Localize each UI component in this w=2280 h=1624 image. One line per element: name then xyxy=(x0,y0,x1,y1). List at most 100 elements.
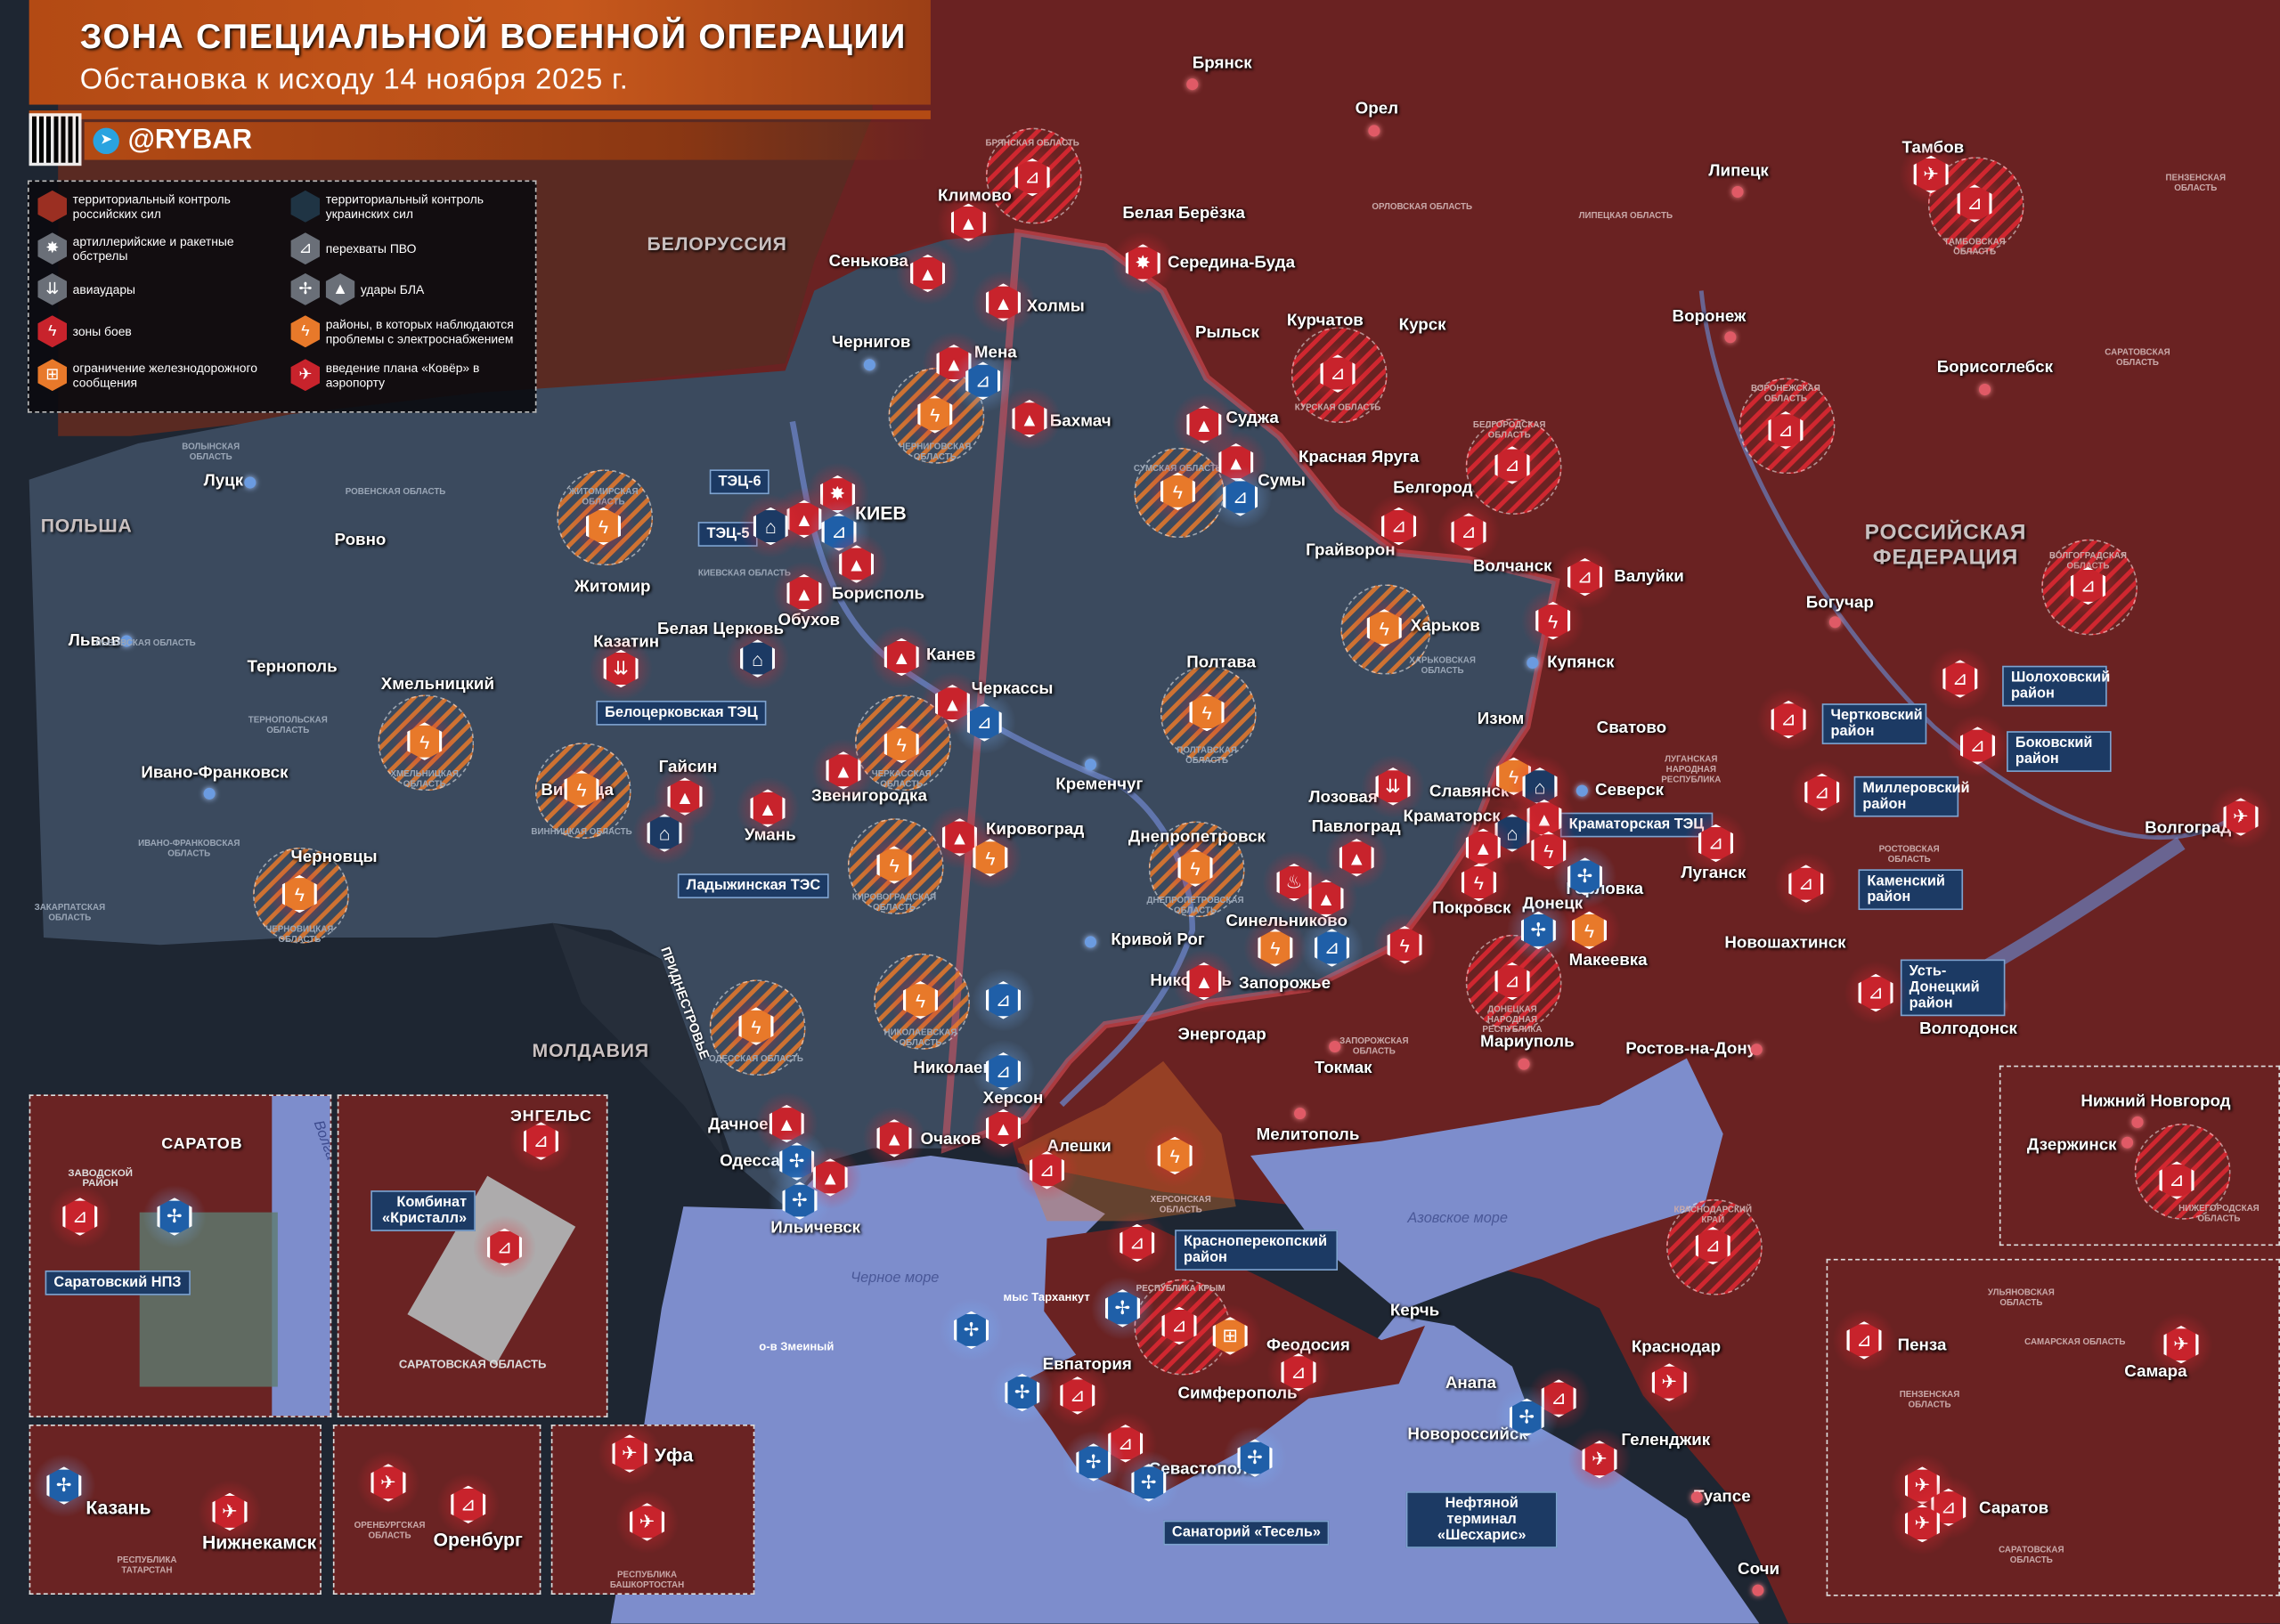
city-label: Курчатов xyxy=(1286,313,1364,330)
city-dot-icon xyxy=(1752,1584,1764,1596)
callout-label: ТЭЦ-6 xyxy=(709,469,770,495)
air-defense-launcher-icon: ⊿ xyxy=(451,1485,486,1524)
city-dot-icon xyxy=(203,787,216,800)
city-label: Черновцы xyxy=(290,849,378,867)
region-label: ОДЕССКАЯ ОБЛАСТЬ xyxy=(708,1055,803,1065)
callout-label: Красноперекопский район xyxy=(1175,1230,1339,1271)
city-label: Красная Яруга xyxy=(1298,449,1420,467)
city-label: Туапсе xyxy=(1694,1488,1751,1506)
city-label: Кременчуг xyxy=(1055,775,1144,794)
power-outage-icon: ϟ xyxy=(876,846,912,884)
city-label: Воронеж xyxy=(1672,308,1747,326)
region-label: ЛУГАНСКАЯ НАРОДНАЯ РЕСПУБЛИКА xyxy=(1661,755,1722,785)
city-label: Лозовая xyxy=(1308,789,1378,808)
airport-closed-icon: ✈ xyxy=(212,1492,248,1531)
region-label: КИЕВСКАЯ ОБЛАСТЬ xyxy=(697,569,791,579)
region-label: ЗАПОРОЖСКАЯ ОБЛАСТЬ xyxy=(1340,1037,1409,1057)
legend-item-ukrainian-control: территориальный контроль украинских сил xyxy=(290,190,539,223)
legend-item-combat-zones: ϟ зоны боев xyxy=(37,315,285,348)
city-dot-icon xyxy=(1527,656,1539,670)
region-label: РЕСПУБЛИКА КРЫМ xyxy=(1136,1285,1226,1295)
region-label: ХМЕЛЬНИЦКАЯ ОБЛАСТЬ xyxy=(390,770,459,790)
legend-item-artillery: ✸ артиллерийские и ракетные обстрелы xyxy=(37,232,285,265)
sea-label: Азовское море xyxy=(1407,1210,1508,1227)
city-label: Житомир xyxy=(574,578,651,597)
city-dot-icon xyxy=(863,359,875,371)
city-label: Орел xyxy=(1355,100,1399,118)
air-defense-launcher-icon: ⊿ xyxy=(1381,507,1417,546)
callout-label: Санаторий «Тесель» xyxy=(1163,1520,1330,1546)
region-label: ЧЕРНОВИЦКАЯ ОБЛАСТЬ xyxy=(265,925,334,946)
region-label: РЕСПУБЛИКА КРЫМ xyxy=(1136,1285,1226,1295)
region-label: РОВЕНСКАЯ ОБЛАСТЬ xyxy=(345,488,446,498)
region-label: ВОЛЫНСКАЯ ОБЛАСТЬ xyxy=(182,443,240,463)
drone-interception-icon: ✢ xyxy=(1131,1464,1167,1502)
drone-interception-icon: ✢ xyxy=(46,1466,82,1505)
city-dot-icon xyxy=(1724,331,1737,344)
legend-label: перехваты ПВО xyxy=(325,241,417,256)
city-label: Ростов-на-Дону xyxy=(1625,1040,1757,1059)
city-dot-icon xyxy=(1731,185,1744,199)
legend-item-rail-restriction: ⊞ ограничение железнодорожного сообщения xyxy=(37,359,285,392)
airport-closed-icon: ✈ xyxy=(1582,1440,1617,1479)
region-label: ДНЕПРОПЕТРОВСКАЯ ОБЛАСТЬ xyxy=(1146,897,1244,916)
air-defense-interception-icon: ⊿ xyxy=(966,703,1002,742)
lightning-icon: ϟ xyxy=(37,315,68,348)
city-label: Борисоглебск xyxy=(1936,359,2053,377)
brand-bar[interactable]: ➤ @RYBAR xyxy=(84,122,931,160)
city-label: Сенькова xyxy=(828,253,908,271)
explosion-icon: ✸ xyxy=(37,232,68,265)
country-label: БЕЛОРУССИЯ xyxy=(647,232,787,255)
city-dot-icon xyxy=(1828,616,1841,629)
lightning-icon: ϟ xyxy=(1461,863,1496,902)
power-outage-icon: ϟ xyxy=(1366,609,1402,647)
city-dot-icon xyxy=(1979,384,1991,396)
city-label: Холмы xyxy=(1026,297,1085,316)
region-label: ЗАКАРПАТСКАЯ ОБЛАСТЬ xyxy=(34,904,106,923)
region-label: КИРОВОГРАДСКАЯ ОБЛАСТЬ xyxy=(851,894,937,914)
city-dot-icon xyxy=(1329,1040,1341,1053)
city-label: Полтава xyxy=(1186,654,1257,672)
inset-district: ЗАВОДСКОЙ РАЙОН xyxy=(68,1168,133,1190)
city-label: Белая Берёзка xyxy=(1122,205,1245,223)
volga-river-area xyxy=(272,1096,330,1417)
city-dot-icon xyxy=(1576,784,1588,797)
inset-city-saratov: Саратов xyxy=(1979,1499,2049,1518)
callout-label: Миллеровский район xyxy=(1853,775,1970,817)
region-label: САРАТОВСКАЯ ОБЛАСТЬ xyxy=(2105,348,2170,369)
city-label: Хмельницкий xyxy=(380,676,494,694)
legend: территориальный контроль российских сил … xyxy=(28,180,539,413)
region-label: ХЕРСОНСКАЯ ОБЛАСТЬ xyxy=(1150,1196,1211,1215)
header-divider xyxy=(28,110,931,119)
air-defense-interception-icon: ⊿ xyxy=(1223,478,1258,516)
city-label: Геленджик xyxy=(1621,1432,1711,1449)
legend-item-power-outage: ϟ районы, в которых наблюдаются проблемы … xyxy=(290,315,539,348)
air-defense-launcher-icon: ⊿ xyxy=(290,232,321,265)
region-label: ЧЕРНИГОВСКАЯ ОБЛАСТЬ xyxy=(899,443,972,463)
drone-icon: ▲ xyxy=(826,751,861,790)
city-dot-icon xyxy=(1186,78,1199,91)
ukrainian-control-hex-icon xyxy=(290,190,321,223)
city-label: Волгодонск xyxy=(1919,1020,2017,1038)
legend-label: введение плана «Ковёр» в аэропорту xyxy=(325,360,480,390)
city-label: Мелитополь xyxy=(1256,1126,1360,1144)
region-label: ВИННИЦКАЯ ОБЛАСТЬ xyxy=(531,828,632,838)
drone-icon: ▲ xyxy=(910,254,946,293)
city-label: Грайворон xyxy=(1306,541,1396,560)
drone-icon: ▲ xyxy=(325,272,355,305)
region-label: ЛИПЕЦКАЯ ОБЛАСТЬ xyxy=(1578,212,1673,222)
qr-code-icon[interactable] xyxy=(28,113,82,166)
region-label: ХАРЬКОВСКАЯ ОБЛАСТЬ xyxy=(1409,656,1476,677)
air-defense-interception-icon: ⊿ xyxy=(985,981,1022,1019)
power-outage-icon: ϟ xyxy=(884,725,919,764)
country-label: МОЛДАВИЯ xyxy=(532,1039,649,1061)
inset-region: САРАТОВСКАЯ ОБЛАСТЬ xyxy=(1999,1547,2064,1566)
inset-region: НИЖЕГОРОДСКАЯ ОБЛАСТЬ xyxy=(2178,1205,2260,1224)
inset-volga: Пенза Самара Саратов УЛЬЯНОВСКАЯ ОБЛАСТЬ… xyxy=(1826,1258,2280,1596)
city-label: Краснодар xyxy=(1631,1338,1722,1357)
region-label: ТЕРНОПОЛЬСКАЯ ОБЛАСТЬ xyxy=(248,716,328,736)
city-label: Рыльск xyxy=(1195,324,1259,342)
legend-label: районы, в которых наблюдаются проблемы с… xyxy=(325,316,514,346)
inset-region: РЕСПУБЛИКА ТАТАРСТАН xyxy=(117,1556,177,1576)
